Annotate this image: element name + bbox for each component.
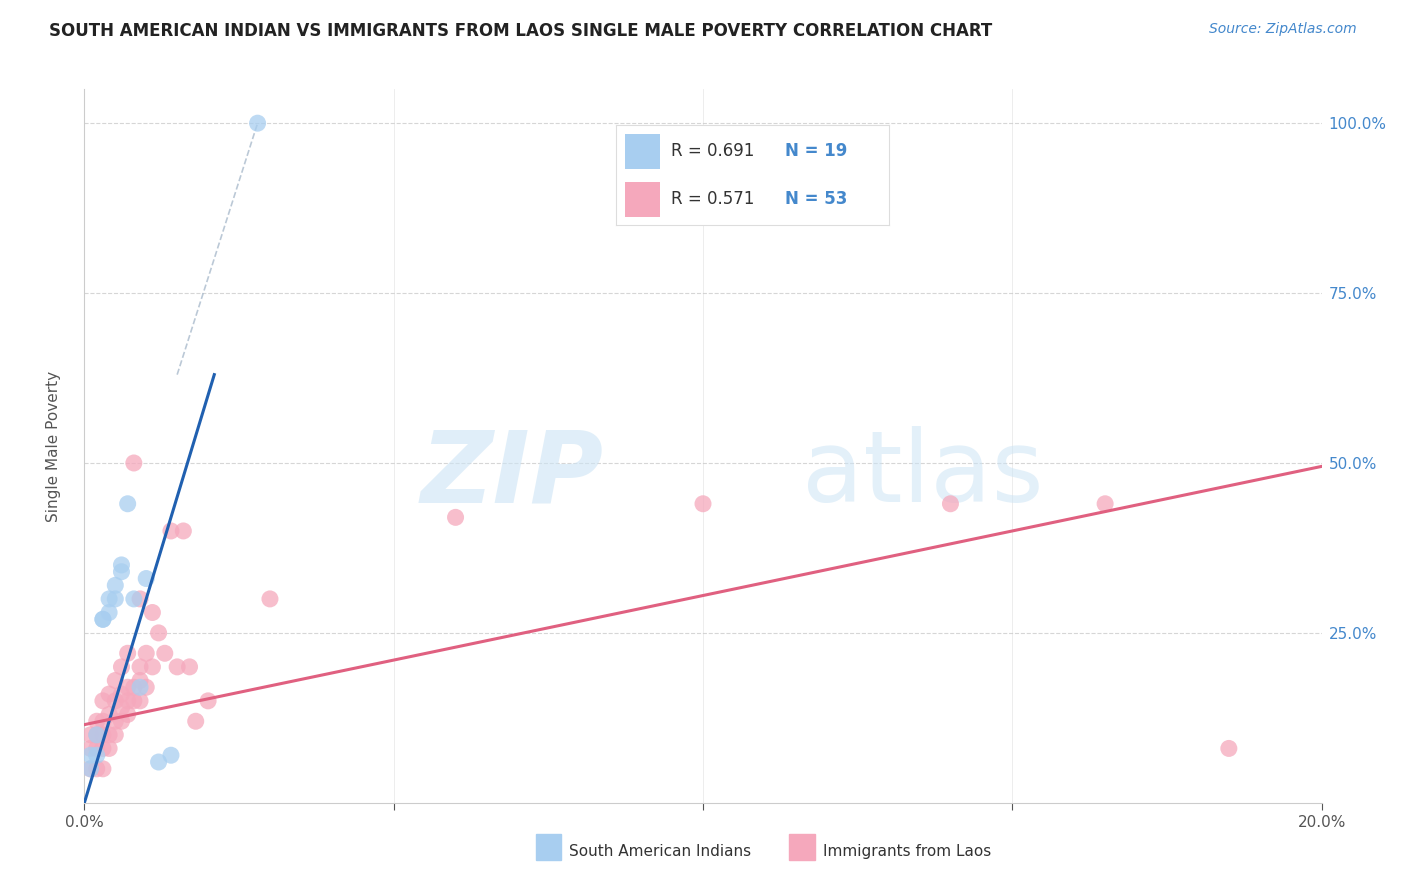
Bar — [624, 182, 659, 217]
Point — [160, 748, 183, 763]
Point — [117, 680, 139, 694]
Point — [122, 591, 145, 606]
Point — [86, 728, 108, 742]
Point — [91, 714, 114, 729]
Point — [135, 572, 157, 586]
Point — [1218, 741, 1240, 756]
Point — [110, 714, 132, 729]
Point — [129, 660, 152, 674]
Point — [79, 762, 101, 776]
Point — [104, 728, 127, 742]
Point — [692, 497, 714, 511]
Point — [110, 700, 132, 714]
Point — [129, 680, 152, 694]
Point — [91, 741, 114, 756]
Point — [166, 660, 188, 674]
Point — [79, 741, 101, 756]
Point — [122, 694, 145, 708]
Point — [246, 116, 269, 130]
Point — [197, 694, 219, 708]
Point — [91, 762, 114, 776]
Point — [148, 626, 170, 640]
Point — [129, 673, 152, 688]
Point — [153, 646, 176, 660]
Point — [86, 728, 108, 742]
Point — [79, 728, 101, 742]
Text: atlas: atlas — [801, 426, 1043, 523]
Y-axis label: Single Male Poverty: Single Male Poverty — [46, 370, 62, 522]
Point — [98, 728, 121, 742]
Point — [86, 748, 108, 763]
Text: N = 53: N = 53 — [785, 190, 848, 209]
Text: N = 19: N = 19 — [785, 143, 848, 161]
Point — [98, 591, 121, 606]
Point — [172, 524, 194, 538]
Point — [117, 707, 139, 722]
Point — [129, 591, 152, 606]
Point — [117, 694, 139, 708]
Point — [91, 612, 114, 626]
Text: ZIP: ZIP — [420, 426, 605, 523]
Point — [135, 680, 157, 694]
Point — [104, 694, 127, 708]
Point — [148, 755, 170, 769]
Point — [79, 762, 101, 776]
Point — [91, 728, 114, 742]
Point — [259, 591, 281, 606]
Point — [117, 497, 139, 511]
Point — [110, 687, 132, 701]
Text: Immigrants from Laos: Immigrants from Laos — [823, 845, 991, 859]
Point — [141, 606, 163, 620]
Point — [79, 748, 101, 763]
Text: SOUTH AMERICAN INDIAN VS IMMIGRANTS FROM LAOS SINGLE MALE POVERTY CORRELATION CH: SOUTH AMERICAN INDIAN VS IMMIGRANTS FROM… — [49, 22, 993, 40]
Point — [91, 612, 114, 626]
Point — [91, 694, 114, 708]
Point — [160, 524, 183, 538]
Point — [98, 606, 121, 620]
Point — [129, 694, 152, 708]
Text: South American Indians: South American Indians — [569, 845, 752, 859]
Point — [939, 497, 962, 511]
Point — [135, 646, 157, 660]
Bar — [624, 134, 659, 169]
Point — [184, 714, 207, 729]
Point — [1094, 497, 1116, 511]
Point — [110, 660, 132, 674]
Point — [86, 714, 108, 729]
Point — [104, 578, 127, 592]
Point — [117, 646, 139, 660]
Point — [179, 660, 201, 674]
Point — [104, 673, 127, 688]
Text: Source: ZipAtlas.com: Source: ZipAtlas.com — [1209, 22, 1357, 37]
Point — [122, 680, 145, 694]
Text: R = 0.571: R = 0.571 — [671, 190, 754, 209]
Point — [141, 660, 163, 674]
Point — [86, 741, 108, 756]
Point — [122, 456, 145, 470]
Point — [110, 565, 132, 579]
Point — [98, 741, 121, 756]
Point — [104, 591, 127, 606]
Point — [444, 510, 467, 524]
Text: R = 0.691: R = 0.691 — [671, 143, 754, 161]
Point — [98, 707, 121, 722]
Point — [98, 687, 121, 701]
Point — [86, 762, 108, 776]
Point — [110, 558, 132, 572]
Point — [104, 714, 127, 729]
